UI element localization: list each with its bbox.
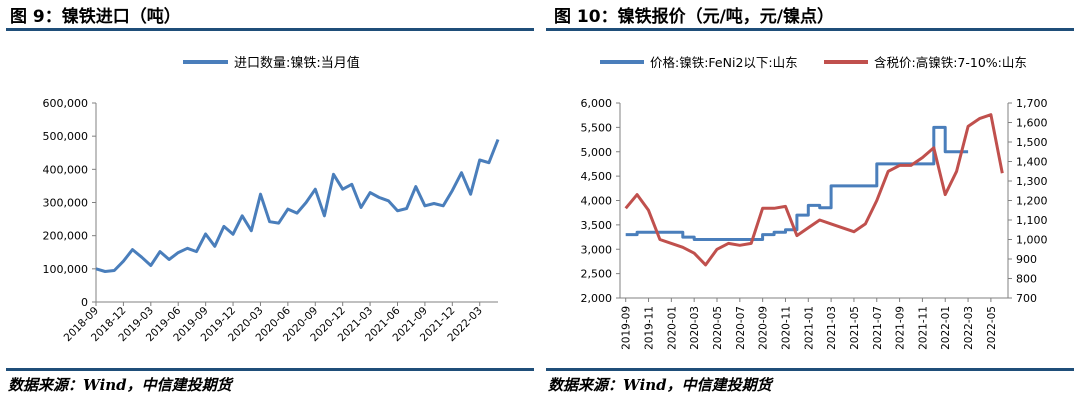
x-tick-label: 2021-07 xyxy=(872,306,884,350)
y-tick-label: 200,000 xyxy=(43,230,89,243)
title-rule xyxy=(546,28,1074,31)
x-tick-label: 2020-07 xyxy=(735,306,747,350)
right-y-tick-label: 1,600 xyxy=(1016,117,1048,130)
series-line-nickel-iron-import xyxy=(95,138,500,273)
x-tick-label: 2022-05 xyxy=(986,306,998,350)
right-y-tick-label: 900 xyxy=(1016,253,1037,266)
data-source: 数据来源：Wind，中信建投期货 xyxy=(8,376,232,394)
y-tick-label: 400,000 xyxy=(43,163,89,176)
y-tick-label: 300,000 xyxy=(43,197,89,210)
legend-label: 进口数量:镍铁:当月值 xyxy=(234,55,360,71)
left-y-tick-label: 6,000 xyxy=(581,97,613,110)
x-tick-label: 2019-11 xyxy=(644,306,656,350)
y-tick-label: 0 xyxy=(81,296,88,309)
left-y-tick-label: 5,500 xyxy=(581,121,613,134)
right-y-tick-label: 800 xyxy=(1016,273,1037,286)
x-tick-label: 2021-09 xyxy=(895,306,907,350)
left-y-tick-label: 4,000 xyxy=(581,195,613,208)
x-tick-label: 2020-09 xyxy=(758,306,770,350)
data-source: 数据来源：Wind，中信建投期货 xyxy=(548,376,772,394)
right-y-tick-label: 1,700 xyxy=(1016,97,1048,110)
x-tick-label: 2022-01 xyxy=(940,306,952,350)
x-tick-label: 2021-03 xyxy=(826,306,838,350)
left-y-tick-label: 2,500 xyxy=(581,268,613,281)
x-tick-label: 2020-11 xyxy=(780,306,792,350)
title-rule xyxy=(6,28,534,31)
y-tick-label: 500,000 xyxy=(43,130,89,143)
left-y-tick-label: 2,000 xyxy=(581,292,613,305)
left-y-tick-label: 3,000 xyxy=(581,243,613,256)
source-rule xyxy=(546,368,1074,371)
figure-9-panel: 图 9：镍铁进口（吨） 0 100,000 200,000 300,000 400,00… xyxy=(6,7,534,394)
right-y-tick-label: 700 xyxy=(1016,292,1037,305)
x-tick-label: 2020-03 xyxy=(689,306,701,350)
y-tick-label: 100,000 xyxy=(43,263,89,276)
right-y-tick-label: 1,300 xyxy=(1016,175,1048,188)
right-y-tick-label: 1,100 xyxy=(1016,214,1048,227)
left-y-tick-label: 3,500 xyxy=(581,219,613,232)
left-y-tick-label: 5,000 xyxy=(581,146,613,159)
x-tick-label: 2020-05 xyxy=(712,306,724,350)
nickel-iron-import-chart: 0 100,000 200,000 300,000 400,000 500,000 600,… xyxy=(43,55,500,344)
x-tick-label: 2019-09 xyxy=(621,306,633,350)
x-tick-label: 2022-03 xyxy=(963,306,975,350)
x-tick-label: 2021-11 xyxy=(917,306,929,350)
figure-title: 图 10：镍铁报价（元/吨，元/镍点） xyxy=(554,7,834,27)
x-tick-label: 2021-01 xyxy=(803,306,815,350)
figure-10-panel: 图 10：镍铁报价（元/吨，元/镍点） 2,000 2,500 3,000 3,500… xyxy=(540,0,1080,400)
x-tick-label: 2021-05 xyxy=(849,306,861,350)
right-y-tick-label: 1,200 xyxy=(1016,195,1048,208)
figure-title: 图 9：镍铁进口（吨） xyxy=(10,7,181,27)
left-y-tick-label: 4,500 xyxy=(581,170,613,183)
source-rule xyxy=(6,368,534,371)
y-tick-label: 600,000 xyxy=(43,97,89,110)
series-line-high-nickel-iron-price xyxy=(624,113,1004,267)
right-y-tick-label: 1,500 xyxy=(1016,136,1048,149)
nickel-iron-price-chart: 2,000 2,500 3,000 3,500 4,000 4,500 5,000 5,500… xyxy=(581,55,1048,350)
right-y-tick-label: 1,000 xyxy=(1016,234,1048,247)
legend-label: 含税价:高镍铁:7-10%:山东 xyxy=(874,55,1027,70)
right-y-tick-label: 1,400 xyxy=(1016,156,1048,169)
series-line-fenii2-price xyxy=(625,125,969,241)
x-tick-label: 2020-01 xyxy=(666,306,678,350)
legend-label: 价格:镍铁:FeNi2以下:山东 xyxy=(650,55,798,70)
